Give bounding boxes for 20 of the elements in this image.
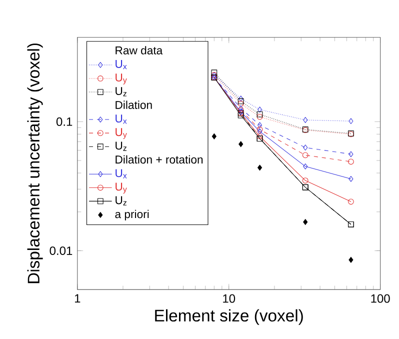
x-tick-label: 100: [371, 294, 390, 303]
annotation: Raw data: [116, 46, 163, 54]
annotation: Dilation: [116, 100, 152, 110]
legend-label: U$_{y}$: [116, 128, 127, 139]
legend-label: U$_{x}$: [116, 169, 127, 178]
y-tick-label: 0.1: [56, 117, 72, 126]
annotation: Dilation + rotation: [116, 155, 203, 164]
legend-label: a priori: [115, 210, 149, 220]
y-axis-title: Displacement uncertainty (voxel): [27, 44, 43, 284]
legend-label: U$_{y}$: [116, 74, 127, 84]
legend-label: U$_{z}$: [116, 196, 127, 206]
legend-label: U$_{z}$: [116, 142, 127, 151]
y-tick-label: 0.01: [50, 246, 72, 256]
legend-label: U$_{x}$: [116, 60, 127, 70]
x-tick-label: 10: [223, 294, 236, 303]
x-axis-title: Element size (voxel): [155, 309, 303, 325]
legend-label: U$_{x}$: [116, 114, 127, 124]
x-tick-label: 1: [74, 294, 80, 303]
legend-label: U$_{z}$: [116, 87, 127, 96]
legend-label: U$_{y}$: [116, 182, 127, 194]
